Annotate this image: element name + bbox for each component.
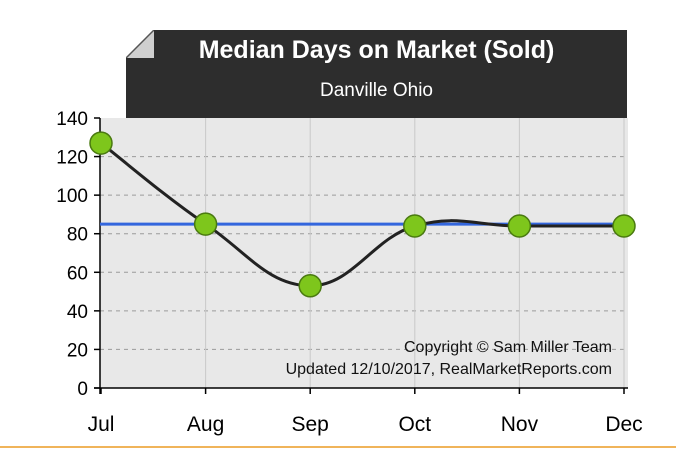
y-tick-label: 120 <box>56 148 88 169</box>
chart-title: Median Days on Market (Sold) <box>198 36 555 64</box>
y-tick-label: 140 <box>56 109 88 130</box>
data-point <box>193 212 218 236</box>
y-tick-label: 40 <box>67 302 88 323</box>
data-point <box>403 214 427 238</box>
data-point <box>89 131 113 155</box>
plot-area <box>100 118 628 388</box>
title-banner <box>126 30 627 118</box>
chart-subtitle: Danville Ohio <box>320 80 433 101</box>
bottom-rule <box>0 446 676 448</box>
data-point <box>507 214 532 238</box>
y-tick-label: 20 <box>67 340 88 361</box>
y-tick-label: 60 <box>67 263 88 284</box>
y-tick-label: 0 <box>77 379 88 400</box>
x-tick-label: Aug <box>187 413 224 436</box>
x-tick-label: Nov <box>501 413 539 436</box>
x-tick-label: Sep <box>292 413 329 436</box>
x-tick-label: Dec <box>605 413 642 436</box>
y-tick-label: 80 <box>67 225 88 246</box>
updated-annotation: Updated 12/10/2017, RealMarketReports.co… <box>286 361 612 378</box>
copyright-annotation: Copyright © Sam Miller Team <box>404 339 612 356</box>
x-tick-label: Jul <box>88 413 115 436</box>
data-point <box>298 274 322 298</box>
x-tick-label: Oct <box>398 413 431 436</box>
data-point <box>612 214 636 238</box>
y-tick-label: 100 <box>56 186 88 207</box>
corner-fold-icon <box>126 30 154 58</box>
